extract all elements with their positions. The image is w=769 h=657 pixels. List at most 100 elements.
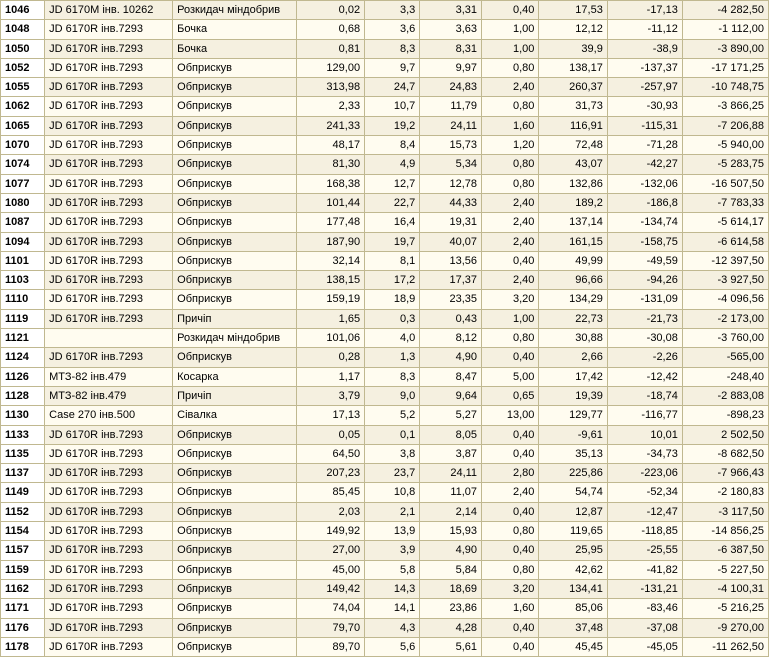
cell-v5: 5,27 — [420, 406, 482, 425]
cell-vehicle: Case 270 інв.500 — [45, 406, 173, 425]
cell-impl: Обприскув — [173, 251, 297, 270]
table-row: 1128МТЗ-82 інв.479Причіп3,799,09,640,651… — [1, 386, 769, 405]
cell-vehicle: JD 6170R інв.7293 — [45, 271, 173, 290]
cell-vehicle: JD 6170R інв.7293 — [45, 599, 173, 618]
cell-v7: 39,9 — [539, 39, 607, 58]
cell-v7: 54,74 — [539, 483, 607, 502]
cell-impl: Обприскув — [173, 136, 297, 155]
cell-v3: 101,06 — [296, 329, 364, 348]
cell-v6: 2,40 — [482, 271, 539, 290]
cell-v4: 19,2 — [365, 116, 420, 135]
cell-v8: -12,47 — [607, 502, 682, 521]
table-row: 1080JD 6170R інв.7293Обприскув101,4422,7… — [1, 193, 769, 212]
cell-v9: -5 614,17 — [682, 213, 768, 232]
cell-id: 1178 — [1, 637, 45, 656]
cell-v6: 0,80 — [482, 522, 539, 541]
cell-id: 1152 — [1, 502, 45, 521]
cell-v9: -8 682,50 — [682, 444, 768, 463]
cell-impl: Бочка — [173, 39, 297, 58]
cell-vehicle: JD 6170R інв.7293 — [45, 425, 173, 444]
cell-v8: -134,74 — [607, 213, 682, 232]
cell-v9: -7 966,43 — [682, 464, 768, 483]
cell-v4: 0,3 — [365, 309, 420, 328]
cell-impl: Сівалка — [173, 406, 297, 425]
cell-impl: Косарка — [173, 367, 297, 386]
cell-v4: 1,3 — [365, 348, 420, 367]
table-row: 1065JD 6170R інв.7293Обприскув241,3319,2… — [1, 116, 769, 135]
cell-v4: 12,7 — [365, 174, 420, 193]
cell-v9: -4 100,31 — [682, 579, 768, 598]
cell-impl: Обприскув — [173, 579, 297, 598]
cell-v6: 0,80 — [482, 97, 539, 116]
cell-v6: 0,40 — [482, 425, 539, 444]
cell-v3: 2,33 — [296, 97, 364, 116]
cell-vehicle: JD 6170R інв.7293 — [45, 290, 173, 309]
cell-vehicle: JD 6170R інв.7293 — [45, 444, 173, 463]
cell-impl: Обприскув — [173, 444, 297, 463]
cell-id: 1070 — [1, 136, 45, 155]
cell-v3: 138,15 — [296, 271, 364, 290]
table-row: 1176JD 6170R інв.7293Обприскув79,704,34,… — [1, 618, 769, 637]
cell-v3: 17,13 — [296, 406, 364, 425]
cell-v5: 11,07 — [420, 483, 482, 502]
cell-v9: -2 180,83 — [682, 483, 768, 502]
cell-v4: 19,7 — [365, 232, 420, 251]
cell-impl: Обприскув — [173, 58, 297, 77]
cell-v3: 313,98 — [296, 78, 364, 97]
cell-id: 1062 — [1, 97, 45, 116]
cell-v3: 241,33 — [296, 116, 364, 135]
table-row: 1103JD 6170R інв.7293Обприскув138,1517,2… — [1, 271, 769, 290]
cell-id: 1101 — [1, 251, 45, 270]
cell-v3: 101,44 — [296, 193, 364, 212]
cell-v3: 0,05 — [296, 425, 364, 444]
table-row: 1137JD 6170R інв.7293Обприскув207,2323,7… — [1, 464, 769, 483]
cell-v3: 79,70 — [296, 618, 364, 637]
cell-id: 1055 — [1, 78, 45, 97]
cell-v5: 2,14 — [420, 502, 482, 521]
cell-v4: 8,1 — [365, 251, 420, 270]
cell-v3: 0,28 — [296, 348, 364, 367]
cell-id: 1124 — [1, 348, 45, 367]
table-row: 1101JD 6170R інв.7293Обприскув32,148,113… — [1, 251, 769, 270]
cell-v8: -131,09 — [607, 290, 682, 309]
cell-v3: 2,03 — [296, 502, 364, 521]
cell-v5: 4,90 — [420, 541, 482, 560]
cell-v5: 5,34 — [420, 155, 482, 174]
cell-vehicle: JD 6170R інв.7293 — [45, 502, 173, 521]
table-row: 1162JD 6170R інв.7293Обприскув149,4214,3… — [1, 579, 769, 598]
cell-v3: 32,14 — [296, 251, 364, 270]
cell-v6: 0,80 — [482, 155, 539, 174]
cell-vehicle: JD 6170R інв.7293 — [45, 522, 173, 541]
cell-v7: 42,62 — [539, 560, 607, 579]
cell-v3: 207,23 — [296, 464, 364, 483]
cell-v6: 1,00 — [482, 39, 539, 58]
cell-v6: 3,20 — [482, 290, 539, 309]
cell-v9: -5 940,00 — [682, 136, 768, 155]
cell-v8: -25,55 — [607, 541, 682, 560]
cell-v5: 5,84 — [420, 560, 482, 579]
cell-v5: 3,31 — [420, 1, 482, 20]
cell-v6: 0,40 — [482, 502, 539, 521]
cell-v5: 9,97 — [420, 58, 482, 77]
cell-v3: 149,42 — [296, 579, 364, 598]
cell-v7: 129,77 — [539, 406, 607, 425]
cell-v4: 9,7 — [365, 58, 420, 77]
cell-v7: 260,37 — [539, 78, 607, 97]
cell-id: 1048 — [1, 20, 45, 39]
cell-id: 1176 — [1, 618, 45, 637]
cell-v3: 149,92 — [296, 522, 364, 541]
cell-v5: 8,31 — [420, 39, 482, 58]
cell-v4: 4,3 — [365, 618, 420, 637]
cell-v7: 119,65 — [539, 522, 607, 541]
cell-v9: -5 216,25 — [682, 599, 768, 618]
cell-v4: 10,7 — [365, 97, 420, 116]
table-row: 1050JD 6170R інв.7293Бочка0,818,38,311,0… — [1, 39, 769, 58]
cell-v6: 0,40 — [482, 1, 539, 20]
cell-v6: 0,40 — [482, 251, 539, 270]
cell-v9: 2 502,50 — [682, 425, 768, 444]
cell-v9: -17 171,25 — [682, 58, 768, 77]
cell-impl: Обприскув — [173, 464, 297, 483]
table-row: 1130Case 270 інв.500Сівалка17,135,25,271… — [1, 406, 769, 425]
table-row: 1087JD 6170R інв.7293Обприскув177,4816,4… — [1, 213, 769, 232]
cell-v9: -9 270,00 — [682, 618, 768, 637]
